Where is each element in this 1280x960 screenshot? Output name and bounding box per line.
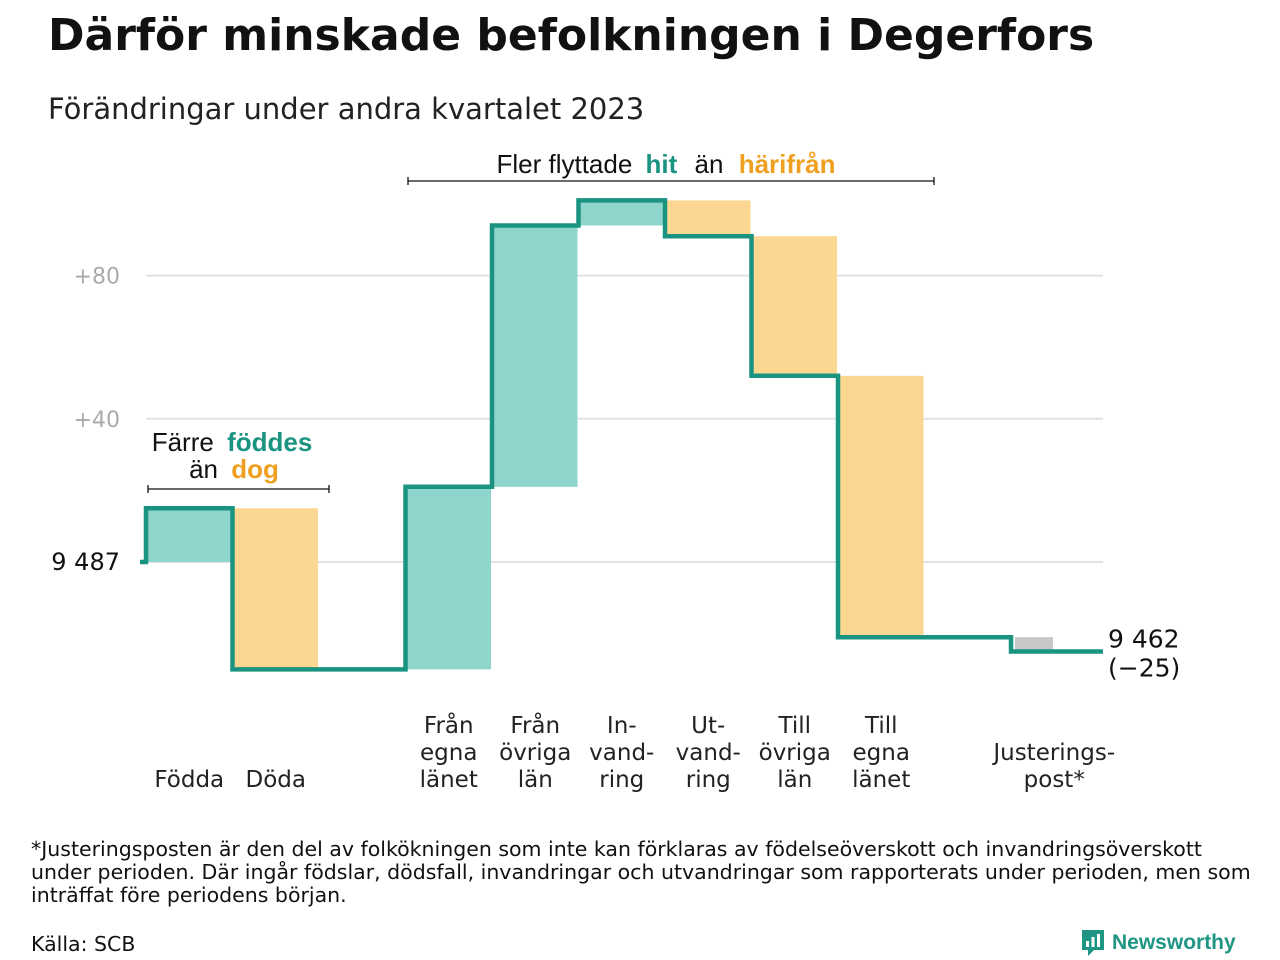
line-layer [140,198,1103,672]
y-tick-label-1: +40 [74,408,120,433]
bar-8 [839,375,924,638]
category-label-1-0: Döda [246,767,306,793]
brand-name: Newsworthy [1112,931,1236,954]
source-label: Källa: SCB [31,932,136,956]
annotation-births-dog: dog [231,454,279,484]
annotation-births-hit: föddes [227,427,312,457]
category-label-5-0: In- [607,713,637,739]
category-label-3-2: länet [420,767,478,793]
bar-7 [752,236,837,376]
category-label-5-1: vand- [589,740,654,766]
annotation-births: Färre föddes än dog [147,427,330,493]
svg-text:Färre föddes: Färre föddes [152,427,313,457]
bar-layer [147,200,1053,670]
newsworthy-logo-icon [1082,930,1104,956]
bar-6 [666,200,751,237]
category-label-6-0: Ut- [691,713,725,739]
category-label-5-2: ring [599,767,644,793]
category-label-10-0: Justerings- [991,740,1115,766]
annotation-migration-text2: än [695,149,724,179]
footnote: *Justeringsposten är den del av folkökni… [31,837,1251,907]
brand-logo: Newsworthy [1080,928,1236,958]
category-label-8-0: Till [864,713,898,739]
category-label-0-0: Födda [154,767,224,793]
bar-4 [493,225,578,487]
svg-text:Fler flyttade hit: Fler flyttade hit än härifrån [496,149,835,179]
chart-title: Därför minskade befolkningen i Degerfors [48,10,1095,61]
category-label-3-1: egna [420,740,477,766]
chart-subtitle: Förändringar under andra kvartalet 2023 [48,92,645,126]
step-line [140,198,1103,672]
category-label-4-2: län [518,767,553,793]
category-label-8-2: länet [852,767,910,793]
y-tick-label-0: +80 [74,265,120,290]
annotation-migration-text1: Fler flyttade [496,149,632,179]
end-change-label: (−25) [1108,654,1180,683]
category-label-7-2: län [777,767,812,793]
start-value-label: 9 487 [51,548,120,576]
annotation-migration: Fler flyttade hit än härifrån [407,149,935,185]
end-value-label: 9 462 [1108,625,1180,654]
annotation-births-text1: Färre [152,427,214,457]
bar-5 [579,200,664,226]
bar-0 [147,508,232,562]
annotation-migration-hit: hit [646,149,678,179]
category-label-4-0: Från [510,711,560,739]
svg-text:än dog: än dog [189,454,279,484]
category-label-4-1: övriga [499,740,571,766]
bar-1 [233,508,318,670]
category-label-7-0: Till [777,713,811,739]
category-label-7-1: övriga [759,740,831,766]
annotation-migration-harifran: härifrån [739,149,836,179]
annotation-births-text2: än [189,454,218,484]
category-label-6-2: ring [686,767,731,793]
category-label-6-1: vand- [676,740,741,766]
category-label-10-1: post* [1024,767,1085,793]
category-label-8-1: egna [853,740,910,766]
category-label-3-0: Från [424,711,474,739]
bar-10 [1015,637,1053,652]
bar-3 [406,486,491,670]
